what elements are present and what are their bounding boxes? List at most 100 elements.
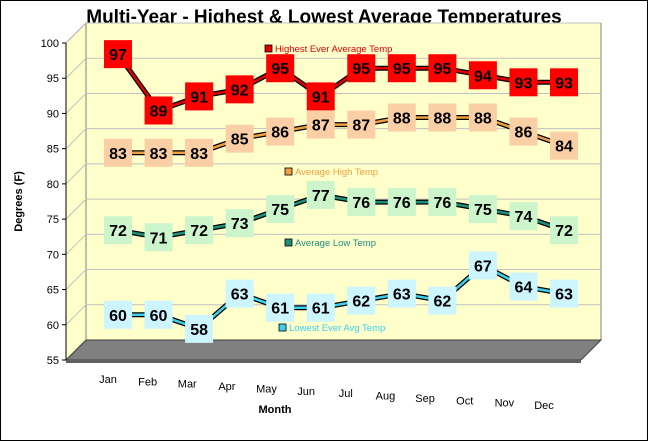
data-label: 87 (352, 118, 370, 135)
data-label: 86 (515, 125, 533, 142)
x-tick-label: Dec (534, 400, 554, 412)
y-tick-label: 95 (47, 73, 59, 85)
data-label-box (104, 40, 132, 69)
data-label: 83 (190, 146, 208, 163)
x-tick-label: Sep (415, 393, 435, 405)
data-label: 60 (150, 308, 168, 325)
data-label: 88 (474, 111, 492, 128)
data-label-box (225, 124, 254, 153)
data-label-box (104, 300, 132, 329)
legend-swatch (284, 238, 293, 247)
y-axis-ticks: 55 60 65 70 75 80 85 90 95 100 (41, 38, 67, 367)
x-tick-label: Jul (339, 388, 353, 400)
data-label: 95 (393, 61, 411, 78)
data-label: 74 (515, 209, 533, 226)
data-label: 75 (271, 202, 289, 219)
data-label: 88 (433, 111, 451, 128)
data-label: 76 (393, 195, 411, 212)
data-label: 95 (352, 61, 370, 78)
data-label-box (266, 117, 295, 146)
data-label: 62 (352, 294, 370, 311)
gridline (65, 22, 601, 44)
y-tick-label: 65 (47, 285, 59, 297)
legend-swatch (264, 44, 273, 53)
data-label-box (347, 188, 376, 217)
data-label: 97 (109, 47, 127, 64)
data-label-box (509, 68, 538, 97)
data-label: 87 (312, 118, 330, 135)
data-label-box (468, 61, 497, 90)
y-tick-label: 55 (47, 355, 59, 367)
data-label: 72 (109, 223, 127, 240)
data-label: 83 (109, 146, 127, 163)
data-label-box (550, 131, 578, 160)
data-label-box (387, 188, 416, 217)
data-label-box (306, 82, 335, 111)
data-label: 95 (433, 61, 451, 78)
data-label: 63 (231, 287, 249, 304)
x-axis-ticks: Jan Feb Mar Apr May Jun Jul Aug Sep Oct Nov Dec (99, 374, 554, 412)
x-tick-label: May (256, 383, 277, 395)
legend-entry: Highest Ever Average Temp (264, 44, 392, 55)
data-label: 93 (555, 75, 573, 92)
x-tick-label: Jan (99, 374, 117, 386)
series-2: 83 83 83 85 86 87 87 88 88 88 86 84 (104, 103, 578, 167)
data-label-box (347, 286, 376, 315)
y-tick-label: 75 (47, 214, 59, 226)
data-label: 85 (231, 132, 249, 149)
data-label: 72 (190, 223, 208, 240)
data-label-box (266, 195, 295, 224)
data-label: 93 (515, 75, 533, 92)
legend-swatch (278, 323, 287, 332)
legend-label: Lowest Ever Avg Temp (289, 323, 385, 334)
data-label: 58 (190, 322, 208, 339)
x-axis-label: Month (259, 404, 292, 416)
data-label: 63 (555, 287, 573, 304)
series-4: 60 60 58 63 61 61 62 63 62 67 64 63 (104, 251, 578, 343)
data-label-box (144, 138, 173, 167)
data-label-box (550, 216, 578, 245)
floor-edge (66, 360, 581, 363)
legend-label: Highest Ever Average Temp (275, 44, 392, 55)
data-label-box (306, 181, 335, 210)
data-label: 63 (393, 287, 411, 304)
series-layer: 97 89 91 92 95 91 95 95 95 94 93 93 83 83 83 85 86 87 87 88… (104, 40, 578, 343)
data-label: 73 (231, 216, 249, 233)
data-label-box (428, 188, 457, 217)
data-label: 62 (433, 294, 451, 311)
data-label: 95 (271, 61, 289, 78)
data-label: 88 (393, 111, 411, 128)
y-tick-label: 85 (47, 144, 59, 156)
data-label-box (185, 314, 214, 343)
y-tick-label: 80 (47, 179, 59, 191)
data-label-box (306, 293, 335, 322)
y-tick-label: 100 (41, 38, 59, 50)
data-label-box (428, 103, 457, 132)
data-label-box (144, 96, 173, 125)
x-tick-label: Aug (376, 391, 396, 403)
x-tick-label: Feb (138, 376, 157, 388)
data-label-box (468, 103, 497, 132)
data-label: 71 (150, 230, 168, 247)
gridline (65, 92, 601, 114)
data-label-box (104, 138, 132, 167)
data-label-box (225, 279, 254, 308)
y-tick-label: 70 (47, 249, 59, 261)
series-3: 72 71 72 73 75 77 76 76 76 75 74 72 (104, 181, 578, 252)
data-label-box (509, 202, 538, 231)
data-label: 83 (150, 146, 168, 163)
data-label: 86 (271, 125, 289, 142)
data-label-box (468, 251, 497, 280)
x-tick-label: Nov (495, 398, 515, 410)
gridline (65, 233, 601, 255)
data-label-box (104, 216, 132, 245)
data-label: 64 (515, 280, 533, 297)
legend-swatch (284, 167, 293, 176)
data-label-box (266, 293, 295, 322)
data-label-box (550, 68, 578, 97)
floor (64, 339, 603, 361)
legend-label: Average High Temp (295, 167, 378, 178)
data-label-box (306, 110, 335, 139)
